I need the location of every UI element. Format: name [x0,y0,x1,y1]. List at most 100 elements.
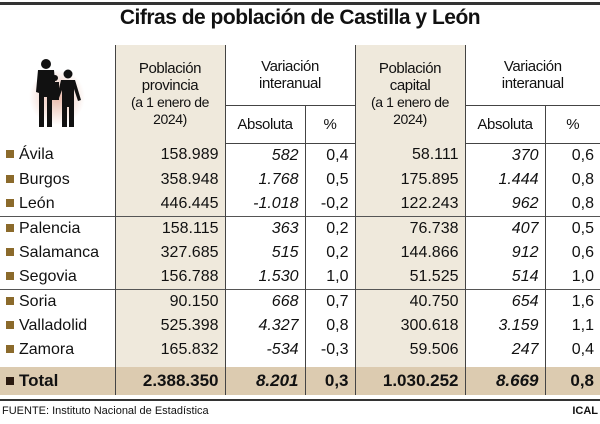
total-row: Total 2.388.350 8.201 0,3 1.030.252 8.669 0,8 [0,366,600,395]
cell-value: Segovia [19,267,77,285]
pop-capital: 51.525 [354,264,465,289]
var-abs-provincia: -1.018 [224,191,305,216]
var-pct-capital: 0,5 [544,215,600,241]
top-rule [0,2,600,5]
cell-value: 8.201 [255,370,299,390]
var-abs-provincia: 668 [224,288,305,314]
table-row: Ávila 158.989 582 0,4 58.111 370 0,6 [0,143,600,168]
var-abs-provincia: 515 [224,240,305,265]
cell-value: 1.768 [258,170,299,188]
cell-value: 0,5 [571,219,594,237]
cell-value: 0,4 [326,146,349,164]
cell-value: Valladolid [19,316,88,334]
var-pct-provincia: 0,3 [304,366,355,395]
cell-value: 327.685 [160,243,219,261]
table-row: Salamanca 327.685 515 0,2 144.866 912 0,6 [0,240,600,265]
pop-capital: 175.895 [354,167,465,192]
var-pct-capital: 0,8 [544,167,600,192]
var-abs-provincia: 1.530 [224,264,305,289]
cell-value: 0,6 [571,146,594,164]
pop-provincia: 165.832 [114,337,225,362]
var-abs-capital: 654 [464,288,545,314]
cell-value: 1.444 [498,170,539,188]
cell-value: 90.150 [169,292,219,310]
cell-value: Salamanca [19,243,100,261]
pop-provincia: 2.388.350 [114,366,225,395]
cell-value: 407 [511,219,539,237]
province-name: Burgos [0,168,115,192]
pop-capital: 76.738 [354,215,465,241]
bullet-icon [6,198,14,207]
province-name: Segovia [0,265,115,290]
var-pct-capital: 0,6 [544,143,600,168]
cell-value: 0,8 [570,370,594,390]
var-pct-provincia: 0,4 [304,143,355,168]
cell-value: 0,4 [571,340,594,358]
province-name: León [0,192,115,217]
cell-value: -0,3 [320,340,349,358]
cell-value: 58.111 [411,146,459,164]
pop-capital: 300.618 [354,313,465,338]
var-abs-capital: 912 [464,240,545,265]
table-row: Valladolid 525.398 4.327 0,8 300.618 3.159 1,1 [0,313,600,338]
pop-capital: 1.030.252 [354,366,465,395]
pop-provincia: 358.948 [114,167,225,192]
var-abs-provincia: 363 [224,215,305,241]
people-silhouette-icon [0,45,115,143]
cell-value: Zamora [19,340,75,358]
cell-value: Palencia [19,219,81,237]
var-abs-provincia: 4.327 [224,313,305,338]
header-absoluta: Absoluta [464,104,545,144]
province-name: Valladolid [0,314,115,338]
province-name: Salamanca [0,241,115,265]
cell-value: 0,6 [571,243,594,261]
row-gap [0,361,600,367]
var-pct-capital: 1,0 [544,264,600,289]
cell-value: 0,8 [571,170,594,188]
bottom-rule [0,399,600,401]
var-abs-capital: 514 [464,264,545,289]
pop-capital: 58.111 [354,143,465,168]
var-pct-capital: 1,6 [544,288,600,314]
var-pct-capital: 0,8 [544,191,600,216]
var-abs-capital: 370 [464,143,545,168]
cell-value: 1,1 [571,316,594,334]
cell-value: 40.750 [409,292,459,310]
cell-value: 144.866 [400,243,459,261]
var-pct-provincia: 0,2 [304,240,355,265]
var-pct-provincia: 1,0 [304,264,355,289]
var-pct-provincia: 0,7 [304,288,355,314]
cell-value: 358.948 [160,170,219,188]
source-note: FUENTE: Instituto Nacional de Estadístic… [2,405,209,417]
cell-value: 363 [271,219,299,237]
table-row: León 446.445 -1.018 -0,2 122.243 962 0,8 [0,191,600,217]
cell-value: 0,2 [326,243,349,261]
header-pop-provincia: Población provincia (a 1 enero de 2024) [114,45,225,143]
header-pct: % [304,104,355,144]
cell-value: 158.115 [161,219,219,237]
cell-value: 0,5 [326,170,349,188]
cell-value: 0,8 [326,316,349,334]
cell-value: León [19,194,55,212]
cell-value: 0,2 [326,219,349,237]
cell-value: 158.989 [160,146,219,164]
province-name: Total [0,366,115,395]
var-pct-capital: 0,4 [544,337,600,362]
cell-value: Burgos [19,170,70,188]
table-row: Soria 90.150 668 0,7 40.750 654 1,6 [0,288,600,314]
var-abs-provincia: 8.201 [224,366,305,395]
credit: ICAL [572,405,598,417]
cell-value: 1,6 [571,292,594,310]
cell-value: 51.525 [409,267,459,285]
province-name: Ávila [0,143,115,168]
cell-value: 1,0 [571,267,594,285]
cell-value: 1.530 [258,267,299,285]
header-pct: % [544,104,600,144]
cell-value: 582 [271,146,299,164]
bullet-icon [6,344,14,353]
pop-provincia: 156.788 [114,264,225,289]
header-pop-capital: Población capital (a 1 enero de 2024) [354,45,465,143]
cell-value: 300.618 [400,316,459,334]
table-row: Zamora 165.832 -534 -0,3 59.506 247 0,4 [0,337,600,362]
var-pct-capital: 1,1 [544,313,600,338]
